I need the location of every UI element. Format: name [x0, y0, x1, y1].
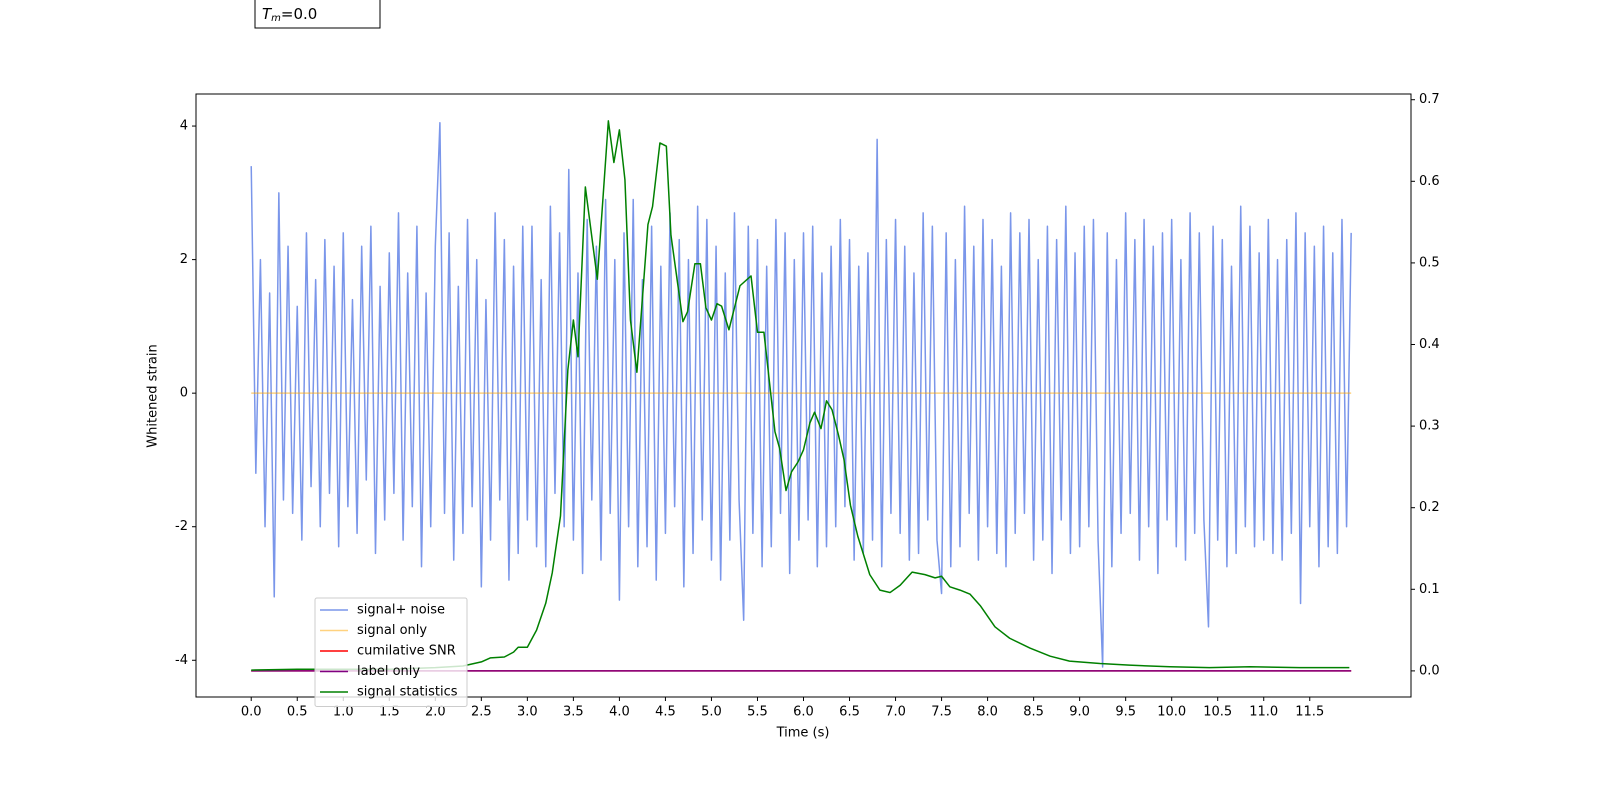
x-tick-label: 0.0 — [241, 705, 262, 720]
y-tick-label: 0 — [180, 386, 188, 401]
annotation: Tm=0.0 — [262, 5, 317, 25]
x-tick-label: 6.0 — [793, 705, 814, 720]
x-tick-label: 5.5 — [747, 705, 768, 720]
x-axis-label: Time (s) — [776, 726, 830, 741]
y-tick-label: 2 — [180, 252, 188, 267]
plot-frame — [195, 93, 1412, 698]
x-tick-label: 0.5 — [287, 705, 308, 720]
x-tick-label: 8.0 — [977, 705, 998, 720]
x-tick-label: 3.0 — [517, 705, 538, 720]
series-line — [250, 121, 1352, 668]
x-tick-label: 7.5 — [931, 705, 952, 720]
annotation-symbol: T — [262, 5, 273, 23]
x-tick-label: 11.5 — [1295, 705, 1324, 720]
legend-label: signal statistics — [357, 685, 458, 700]
legend-label: cumilative SNR — [357, 644, 456, 659]
x-tick-label: 2.0 — [425, 705, 446, 720]
annotation-box — [254, 0, 381, 29]
annotation-text: =0.0 — [281, 5, 317, 23]
x-tick-label: 11.0 — [1249, 705, 1278, 720]
y2-tick-label: 0.1 — [1419, 582, 1440, 597]
x-tick-label: 7.0 — [885, 705, 906, 720]
y-tick-label: 4 — [180, 119, 188, 134]
x-tick-label: 1.0 — [333, 705, 354, 720]
legend-label: signal only — [357, 623, 427, 638]
y2-tick-label: 0.6 — [1419, 174, 1440, 189]
x-tick-label: 5.0 — [701, 705, 722, 720]
x-tick-label: 4.0 — [609, 705, 630, 720]
y2-tick-label: 0.4 — [1419, 337, 1440, 352]
x-tick-label: 6.5 — [839, 705, 860, 720]
y-tick-label: -2 — [175, 519, 188, 534]
legend-label: label only — [357, 664, 420, 679]
y-tick-label: -4 — [175, 653, 188, 668]
y2-tick-label: 0.7 — [1419, 92, 1440, 107]
x-tick-label: 4.5 — [655, 705, 676, 720]
x-tick-label: 8.5 — [1023, 705, 1044, 720]
legend-box — [314, 597, 468, 707]
x-tick-label: 3.5 — [563, 705, 584, 720]
x-tick-label: 9.5 — [1115, 705, 1136, 720]
x-tick-label: 10.5 — [1203, 705, 1232, 720]
y2-tick-label: 0.0 — [1419, 663, 1440, 678]
legend-label: signal+ noise — [357, 603, 445, 618]
y-axis-label: Whitened strain — [146, 344, 161, 447]
x-tick-label: 2.5 — [471, 705, 492, 720]
series-line — [251, 120, 1350, 671]
y2-tick-label: 0.3 — [1419, 419, 1440, 434]
y2-tick-label: 0.2 — [1419, 500, 1440, 515]
x-tick-label: 10.0 — [1157, 705, 1186, 720]
y2-tick-label: 0.5 — [1419, 255, 1440, 270]
x-tick-label: 1.5 — [379, 705, 400, 720]
x-tick-label: 9.0 — [1069, 705, 1090, 720]
annotation-subscript: m — [271, 13, 281, 24]
